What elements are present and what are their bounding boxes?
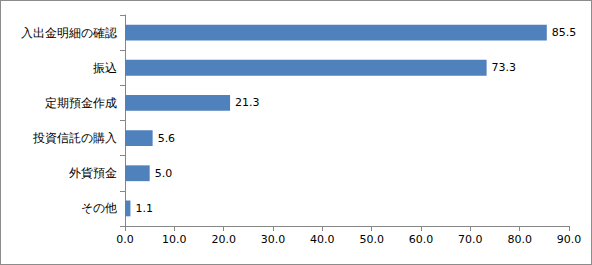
svg-text:5.0: 5.0 <box>155 167 173 180</box>
svg-text:80.0: 80.0 <box>507 233 532 246</box>
svg-text:70.0: 70.0 <box>458 233 483 246</box>
svg-text:1.1: 1.1 <box>135 202 153 215</box>
svg-text:外貨預金: 外貨預金 <box>69 166 117 180</box>
svg-text:投資信託の購入: 投資信託の購入 <box>32 131 117 145</box>
svg-text:0.0: 0.0 <box>116 233 134 246</box>
svg-text:60.0: 60.0 <box>409 233 434 246</box>
svg-text:その他: その他 <box>81 201 117 215</box>
svg-text:10.0: 10.0 <box>162 233 187 246</box>
svg-text:20.0: 20.0 <box>211 233 236 246</box>
svg-text:振込: 振込 <box>93 61 117 75</box>
svg-text:85.5: 85.5 <box>552 26 577 39</box>
svg-text:定期預金作成: 定期預金作成 <box>45 96 117 110</box>
svg-text:30.0: 30.0 <box>261 233 286 246</box>
svg-text:5.6: 5.6 <box>158 132 176 145</box>
svg-text:入出金明細の確認: 入出金明細の確認 <box>21 26 117 40</box>
svg-text:21.3: 21.3 <box>235 96 260 109</box>
svg-text:50.0: 50.0 <box>359 233 384 246</box>
svg-text:40.0: 40.0 <box>310 233 335 246</box>
svg-text:90.0: 90.0 <box>557 233 582 246</box>
svg-text:73.3: 73.3 <box>492 61 516 74</box>
